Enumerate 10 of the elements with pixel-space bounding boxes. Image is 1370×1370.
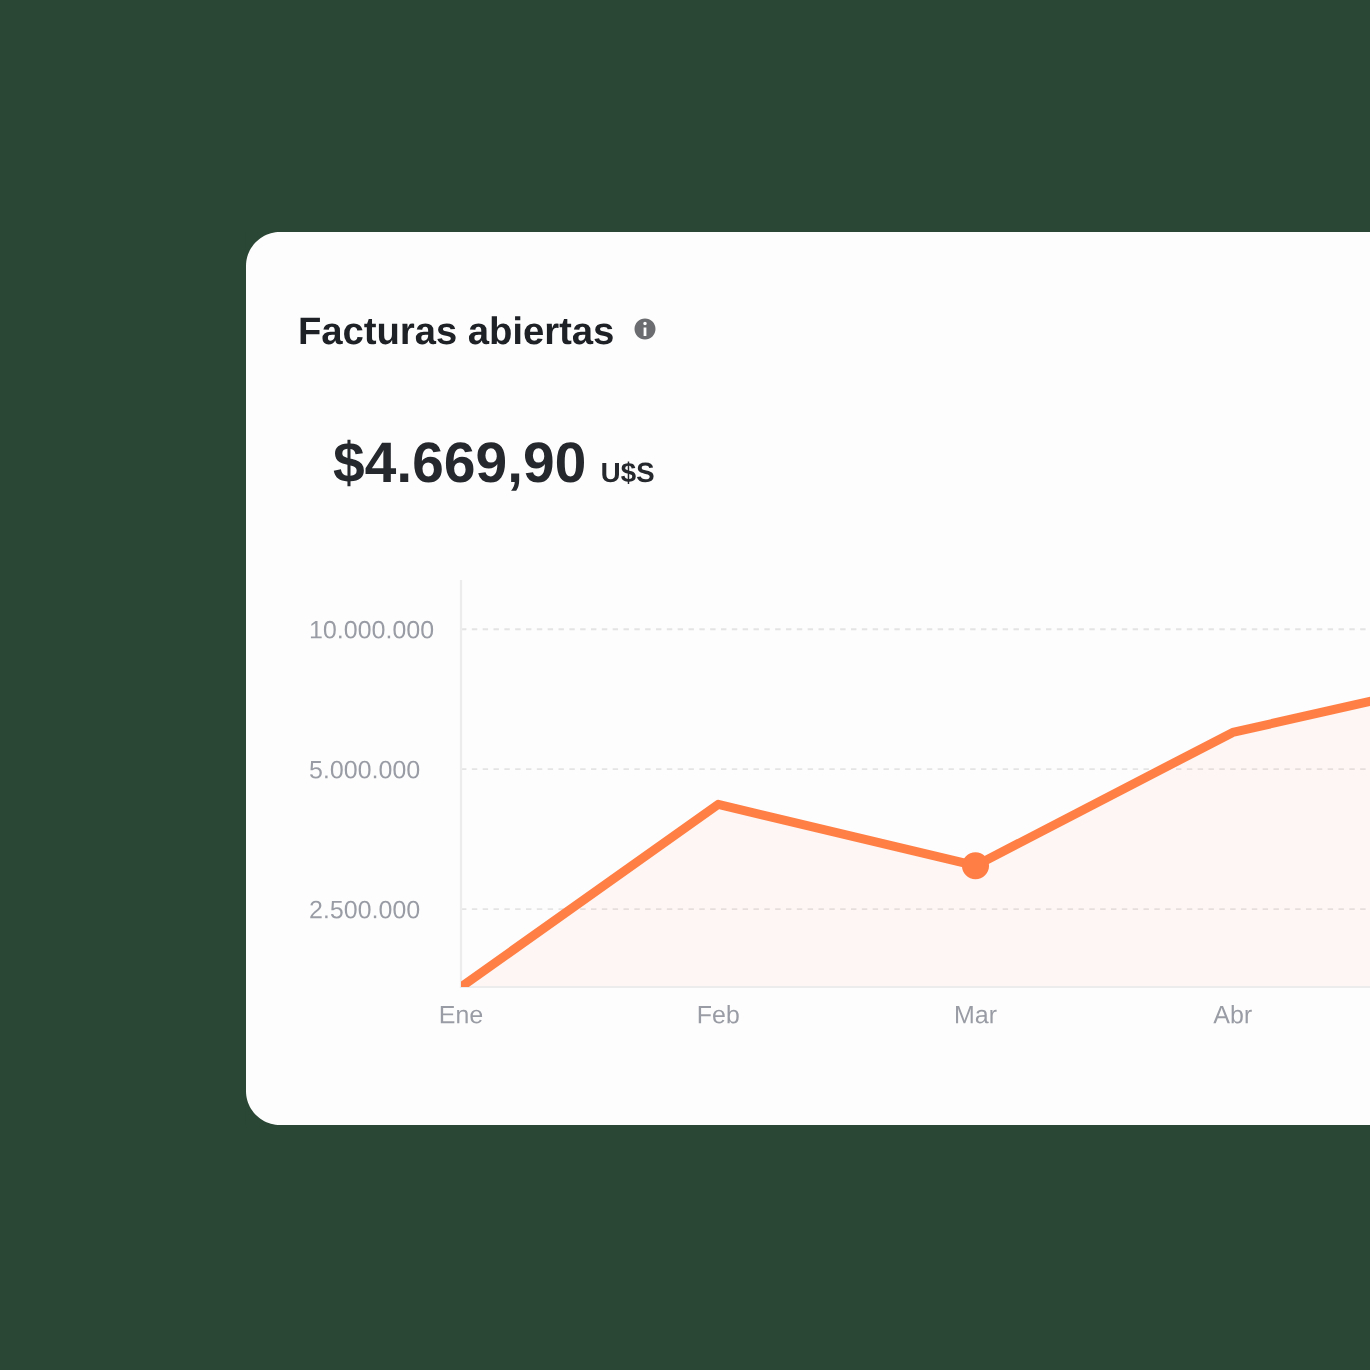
y-tick-label: 10.000.000 bbox=[310, 620, 434, 639]
y-tick-label: 5.000.000 bbox=[310, 760, 420, 779]
x-tick-label: Feb bbox=[698, 1005, 739, 1024]
chart-subtitle: $4.669,90 bbox=[333, 439, 584, 491]
x-tick-label: Abr bbox=[1213, 1005, 1252, 1024]
chart-title: Facturas abiertas bbox=[300, 316, 613, 345]
x-tick-label: Ene bbox=[440, 1005, 483, 1024]
y-tick-label: 2.500.000 bbox=[310, 900, 420, 919]
text: U$S bbox=[602, 461, 654, 485]
x-tick-label: Mar bbox=[956, 1005, 997, 1024]
